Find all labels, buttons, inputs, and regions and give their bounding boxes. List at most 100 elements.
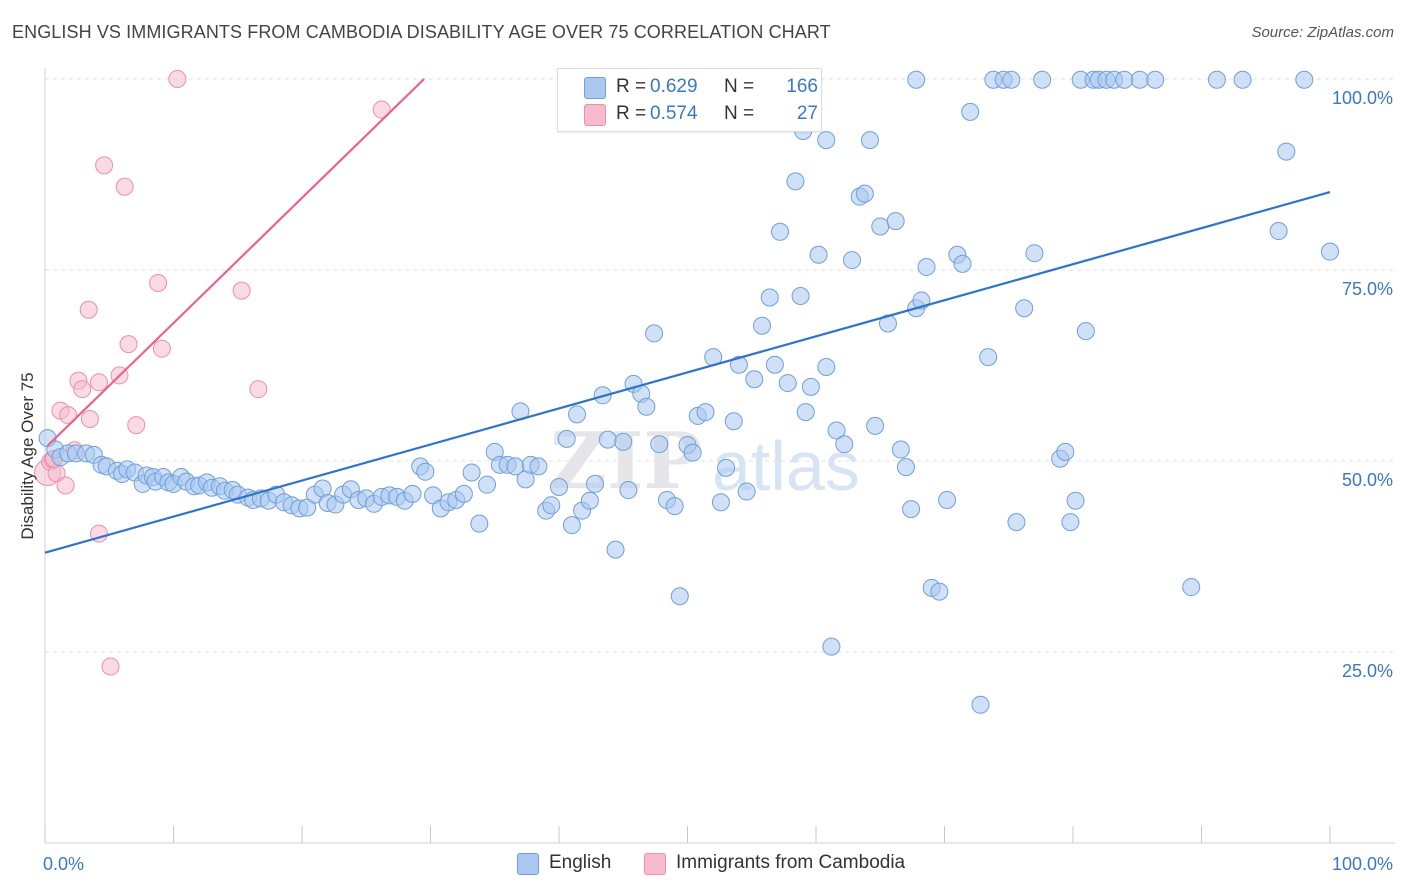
english-point — [1277, 142, 1296, 161]
english-point — [778, 374, 797, 393]
correlation-legend: R = 0.629 N = 166 R = 0.574 N = 27 — [557, 68, 822, 132]
english-point — [606, 540, 625, 559]
r-label: R = — [616, 103, 647, 124]
english-point — [822, 637, 841, 656]
english-point — [871, 217, 890, 236]
y-tick-label: 50.0% — [1342, 470, 1393, 490]
english-point — [416, 462, 435, 481]
english-point — [670, 587, 689, 606]
english-point — [817, 131, 836, 150]
english-point — [979, 348, 998, 367]
cambodia-point — [249, 380, 268, 399]
english-point — [1076, 322, 1095, 341]
english-point — [696, 403, 715, 422]
r-value: 0.574 — [650, 103, 698, 124]
cambodia-point — [232, 281, 251, 300]
english-point — [529, 457, 548, 476]
y-tick-label: 25.0% — [1342, 661, 1393, 681]
n-value: 27 — [796, 103, 818, 124]
english-point — [724, 412, 743, 431]
cambodia-point — [152, 339, 171, 358]
english-legend-label: English — [549, 852, 612, 873]
english-point — [462, 463, 481, 482]
watermark: ZIP atlas — [550, 416, 860, 507]
n-label: N = — [724, 103, 755, 124]
english-point — [1015, 299, 1034, 318]
english-point — [753, 316, 772, 335]
source-label: Source: ZipAtlas.com — [1251, 24, 1394, 41]
english-point — [557, 429, 576, 448]
english-point — [567, 405, 586, 424]
cambodia-point — [89, 373, 108, 392]
english-swatch — [584, 77, 606, 99]
english-point — [771, 222, 790, 241]
english-point — [1207, 70, 1226, 89]
cambodia-point — [119, 335, 138, 354]
trend-lines — [44, 78, 1331, 554]
english-point — [796, 403, 815, 422]
english-point — [737, 482, 756, 501]
cambodia-legend-label: Immigrants from Cambodia — [676, 852, 906, 873]
english-point — [585, 474, 604, 493]
cambodia-points — [34, 70, 391, 676]
cambodia-point — [59, 406, 78, 425]
english-point — [896, 458, 915, 477]
english-point — [971, 695, 990, 714]
english-point — [729, 355, 748, 374]
english-point — [1130, 70, 1149, 89]
english-point — [1002, 70, 1021, 89]
grid-lines — [45, 78, 1395, 653]
english-point — [891, 440, 910, 459]
english-point — [765, 355, 784, 374]
y-tick-label: 100.0% — [1332, 88, 1393, 108]
n-value: 166 — [786, 76, 818, 97]
english-point — [1033, 70, 1052, 89]
english-point — [827, 421, 846, 440]
cambodia-point — [101, 657, 120, 676]
english-point — [470, 514, 489, 533]
english-point — [1025, 244, 1044, 263]
english-trend-line — [44, 191, 1331, 554]
english-point — [1061, 513, 1080, 532]
english-points — [38, 70, 1339, 714]
cambodia-swatch — [644, 853, 666, 875]
cambodia-swatch — [584, 104, 606, 126]
english-point — [1007, 513, 1026, 532]
cambodia-point — [73, 380, 92, 399]
english-point — [791, 286, 810, 305]
cambodia-trend-line — [46, 78, 425, 447]
english-point — [614, 432, 633, 451]
english-point — [860, 131, 879, 150]
chart-title: ENGLISH VS IMMIGRANTS FROM CAMBODIA DISA… — [12, 22, 831, 42]
cambodia-point — [168, 70, 187, 88]
cambodia-point — [372, 100, 391, 119]
english-point — [683, 443, 702, 462]
english-point — [562, 516, 581, 535]
cambodia-point — [79, 300, 98, 319]
english-point — [760, 288, 779, 307]
cambodia-point — [80, 409, 99, 428]
n-label: N = — [724, 76, 755, 97]
english-point — [542, 496, 561, 515]
english-point — [917, 257, 936, 276]
english-point — [842, 251, 861, 270]
english-point — [1182, 578, 1201, 597]
y-tick-label: 75.0% — [1342, 279, 1393, 299]
english-point — [665, 497, 684, 516]
tick-labels: 100.0% 75.0% 50.0% 25.0% 0.0% 100.0% — [43, 88, 1393, 874]
english-point — [953, 254, 972, 273]
english-point — [902, 500, 921, 519]
english-point — [801, 377, 820, 396]
english-point — [550, 477, 568, 496]
cambodia-point — [149, 273, 168, 292]
cambodia-point — [127, 416, 146, 435]
english-point — [855, 184, 874, 203]
english-point — [809, 245, 828, 264]
english-point — [866, 416, 885, 435]
english-point — [938, 490, 957, 509]
english-point — [1146, 70, 1165, 89]
english-point — [645, 324, 664, 343]
english-point — [1066, 491, 1085, 510]
english-point — [454, 484, 473, 503]
